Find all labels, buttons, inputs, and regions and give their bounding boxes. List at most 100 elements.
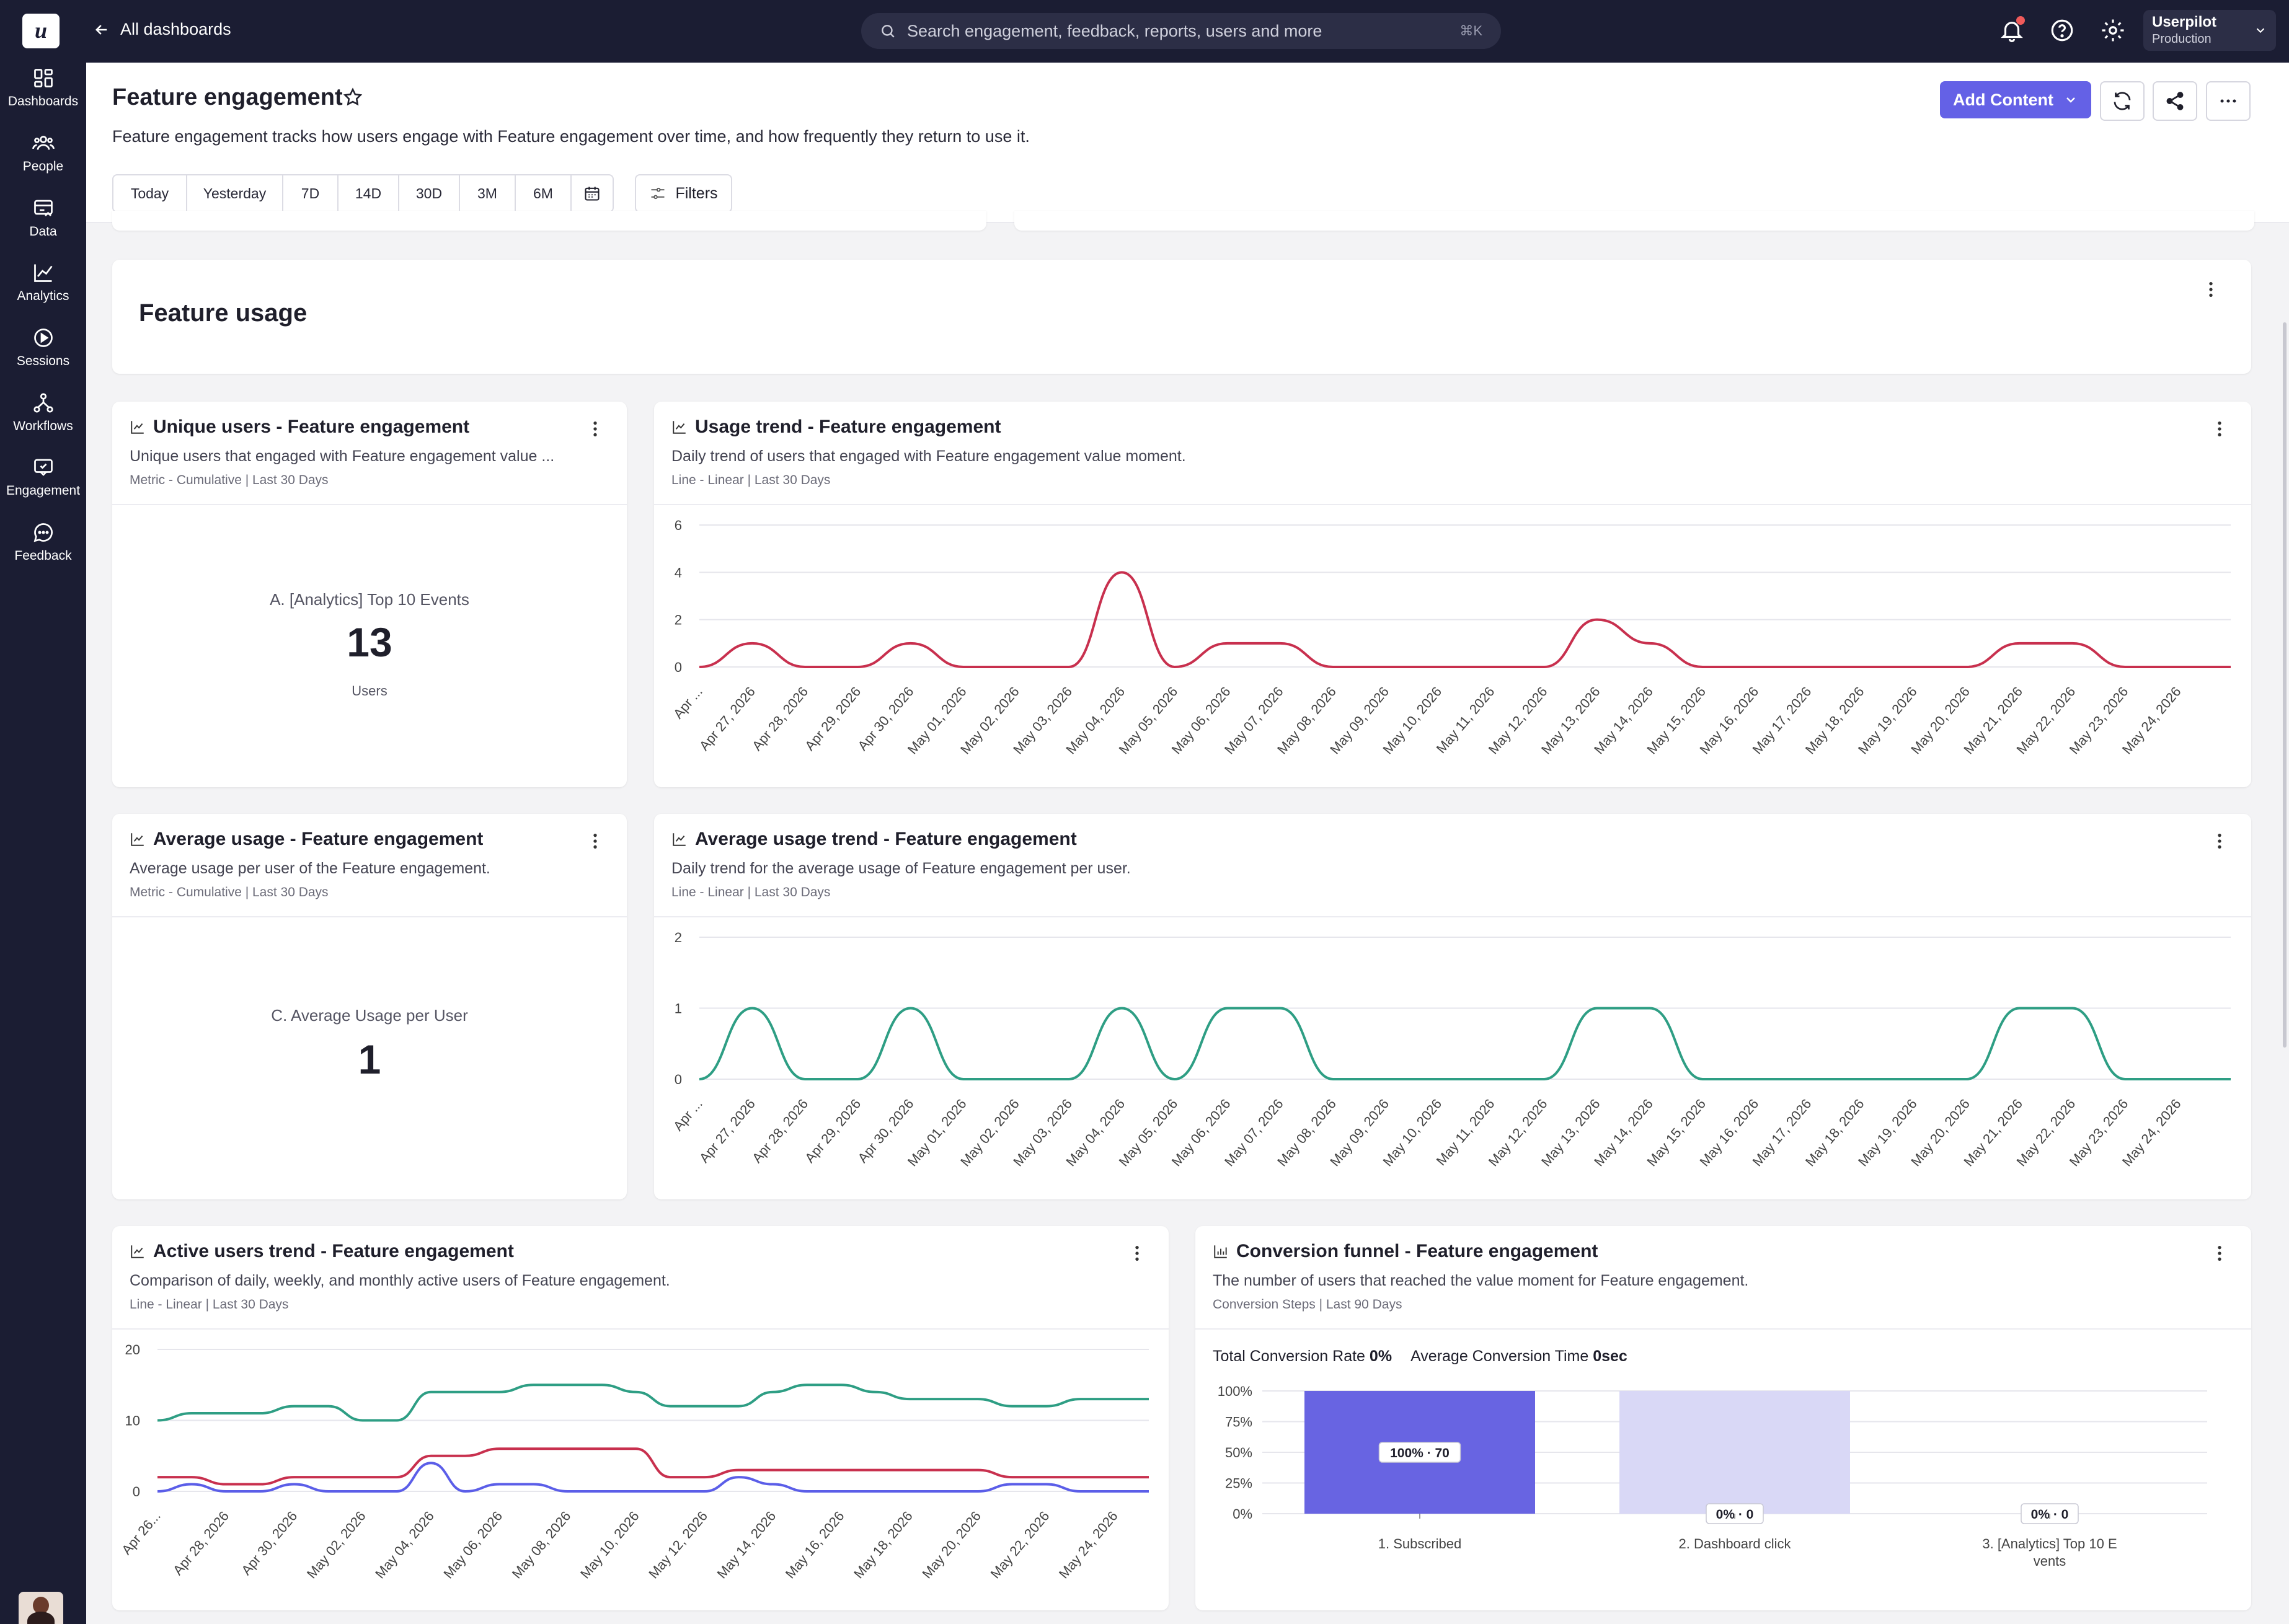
date-picker-button[interactable] <box>572 175 613 211</box>
divider <box>112 916 627 917</box>
add-content-button[interactable]: Add Content <box>1940 81 2091 118</box>
card-title-text: Average usage trend - Feature engagement <box>695 829 1077 849</box>
x-tick-label: Apr ... <box>670 684 706 722</box>
date-range-7d[interactable]: 7D <box>283 175 339 211</box>
previous-card-left <box>112 211 986 231</box>
divider <box>112 504 627 505</box>
add-content-label: Add Content <box>1953 90 2053 109</box>
gear-icon <box>2102 19 2124 42</box>
y-tick-label: 0 <box>133 1484 140 1499</box>
date-range-30d[interactable]: 30D <box>399 175 460 211</box>
y-tick-label: 0% <box>1233 1506 1252 1522</box>
y-tick-label: 4 <box>675 565 682 580</box>
y-tick-label: 0 <box>675 1072 682 1087</box>
arrow-left-icon <box>95 24 107 35</box>
more-options-button[interactable] <box>2206 81 2251 121</box>
nav-analytics[interactable]: Analytics <box>0 262 86 304</box>
settings-button[interactable] <box>2100 17 2126 46</box>
nav-dashboards[interactable]: Dashboards <box>0 67 86 109</box>
metric-value: 13 <box>347 619 392 665</box>
data-icon <box>33 200 53 216</box>
app-logo[interactable]: u <box>22 14 60 48</box>
total-rate-label: Total Conversion Rate <box>1213 1348 1365 1365</box>
card-meta: Line - Linear | Last 30 Days <box>671 473 831 487</box>
user-avatar[interactable] <box>19 1592 63 1624</box>
back-label: All dashboards <box>120 20 231 38</box>
card-title: Usage trend - Feature engagement <box>671 417 1001 438</box>
filters-button[interactable]: Filters <box>635 174 732 213</box>
account-switcher[interactable]: Userpilot Production <box>2143 10 2276 51</box>
y-tick-label: 75% <box>1225 1414 1252 1430</box>
date-range-3m[interactable]: 3M <box>460 175 516 211</box>
scrollbar-thumb[interactable] <box>2283 322 2287 1048</box>
nav-feedback[interactable]: Feedback <box>0 521 86 563</box>
avg-time-value: 0sec <box>1593 1348 1627 1365</box>
nav-workflows[interactable]: Workflows <box>0 392 86 434</box>
search-shortcut: ⌘K <box>1459 23 1482 38</box>
card-title-text: Active users trend - Feature engagement <box>153 1241 514 1261</box>
date-range-14d[interactable]: 14D <box>339 175 399 211</box>
active-users-trend-card: Active users trend - Feature engagement … <box>112 1226 1169 1610</box>
series-line <box>157 1462 1149 1493</box>
series-line <box>699 571 2231 669</box>
line-chart-icon <box>673 833 686 846</box>
nav-data[interactable]: Data <box>0 197 86 239</box>
kebab-icon[interactable] <box>1131 1243 1143 1263</box>
card-title: Active users trend - Feature engagement <box>130 1241 514 1262</box>
kebab-icon[interactable] <box>2214 419 2225 439</box>
favorite-button[interactable] <box>342 87 363 111</box>
nav-sessions[interactable]: Sessions <box>0 327 86 369</box>
x-tick-label: May 08, 2026 <box>509 1508 574 1581</box>
star-icon <box>343 87 363 106</box>
global-search[interactable]: Search engagement, feedback, reports, us… <box>861 13 1501 49</box>
line-chart-icon <box>131 833 144 846</box>
divider <box>654 504 2251 505</box>
metric-unit: Users <box>352 683 387 699</box>
metric-value: 1 <box>358 1036 381 1082</box>
nav-people[interactable]: People <box>0 132 86 174</box>
help-button[interactable] <box>2049 17 2075 46</box>
search-placeholder: Search engagement, feedback, reports, us… <box>907 21 1322 40</box>
y-tick-label: 6 <box>675 518 682 533</box>
back-to-dashboards[interactable]: All dashboards <box>93 20 231 39</box>
x-tick-label: May 02, 2026 <box>304 1508 369 1581</box>
nav-label: Workflows <box>13 419 73 433</box>
x-tick-label: Apr ... <box>670 1096 706 1134</box>
calendar-icon <box>585 187 600 201</box>
y-tick-label: 10 <box>125 1413 140 1429</box>
card-description: Average usage per user of the Feature en… <box>130 860 490 877</box>
kebab-icon[interactable] <box>2214 831 2225 851</box>
x-tick-label: May 04, 2026 <box>372 1508 437 1581</box>
kebab-icon[interactable] <box>2205 280 2216 299</box>
notifications-button[interactable] <box>1999 16 2025 46</box>
nav-engagement[interactable]: Engagement <box>0 456 86 498</box>
y-tick-label: 20 <box>125 1342 140 1357</box>
filters-label: Filters <box>675 184 718 202</box>
kebab-icon[interactable] <box>2214 1243 2225 1263</box>
card-description: Daily trend of users that engaged with F… <box>671 448 1186 465</box>
refresh-button[interactable] <box>2100 81 2145 121</box>
feedback-icon <box>33 523 53 542</box>
x-tick-label: May 14, 2026 <box>714 1508 779 1581</box>
line-chart-icon <box>131 1245 144 1258</box>
x-tick-label: Apr 26... <box>118 1508 164 1558</box>
kebab-icon[interactable] <box>590 419 601 439</box>
kebab-icon[interactable] <box>590 831 601 851</box>
bar-chart-icon <box>1214 1245 1227 1258</box>
x-tick-label: Apr 28, 2026 <box>170 1508 232 1578</box>
card-meta: Metric - Cumulative | Last 30 Days <box>130 473 329 487</box>
average-usage-trend-card: Average usage trend - Feature engagement… <box>654 814 2251 1199</box>
x-tick-label: May 06, 2026 <box>440 1508 505 1581</box>
date-range-selector: Today Yesterday 7D 14D 30D 3M 6M <box>112 174 614 213</box>
x-tick-label: May 12, 2026 <box>645 1508 711 1581</box>
average-conversion-time: Average Conversion Time 0sec <box>1410 1348 1627 1366</box>
account-environment: Production <box>2152 32 2212 46</box>
section-feature-usage: Feature usage <box>112 260 2251 374</box>
date-range-today[interactable]: Today <box>113 175 187 211</box>
date-range-yesterday[interactable]: Yesterday <box>187 175 283 211</box>
category-label: 1. Subscribed <box>1378 1536 1462 1551</box>
refresh-icon <box>2114 92 2131 110</box>
share-button[interactable] <box>2153 81 2197 121</box>
date-range-6m[interactable]: 6M <box>516 175 572 211</box>
